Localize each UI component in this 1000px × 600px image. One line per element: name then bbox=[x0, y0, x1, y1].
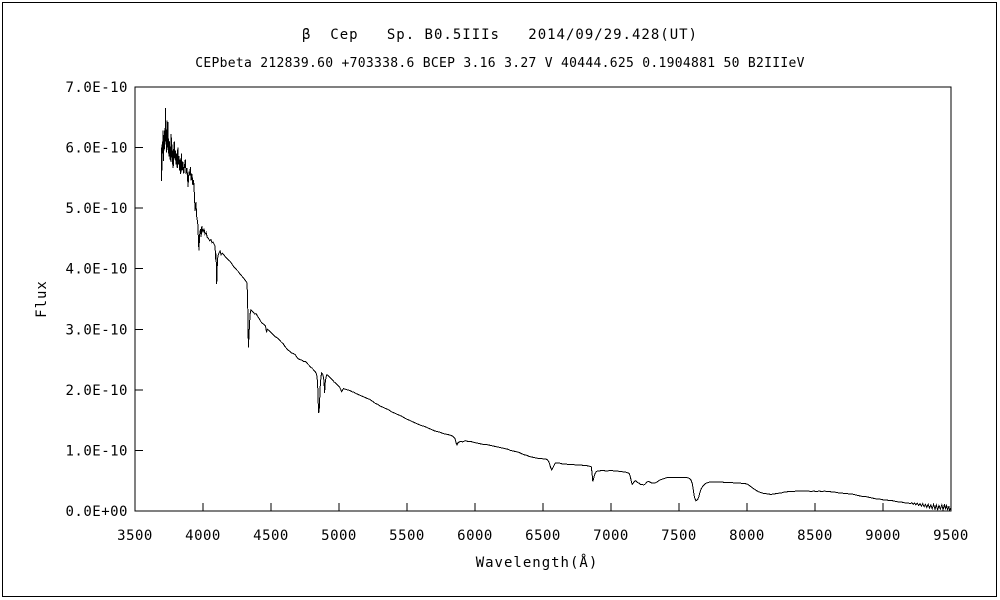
y-tick-label: 4.0E-10 bbox=[65, 262, 128, 278]
y-axis-title: Flux bbox=[34, 280, 50, 318]
x-tick-label: 7500 bbox=[661, 528, 697, 544]
x-tick-label: 4000 bbox=[185, 528, 221, 544]
y-tick-label: 2.0E-10 bbox=[65, 383, 128, 399]
chart-subtitle: CEPbeta 212839.60 +703338.6 BCEP 3.16 3.… bbox=[195, 56, 805, 71]
y-tick-label: 3.0E-10 bbox=[65, 322, 128, 338]
x-tick-label: 9500 bbox=[933, 528, 969, 544]
plot-frame bbox=[134, 86, 952, 512]
x-tick-label: 7000 bbox=[593, 528, 629, 544]
x-tick-label: 6500 bbox=[525, 528, 561, 544]
x-tick-label: 8500 bbox=[797, 528, 833, 544]
x-tick-label: 5500 bbox=[389, 528, 425, 544]
y-tick-label: 6.0E-10 bbox=[65, 141, 128, 157]
x-tick-label: 3500 bbox=[117, 528, 153, 544]
y-tick-label: 7.0E-10 bbox=[65, 80, 128, 96]
y-tick-label: 0.0E+00 bbox=[65, 504, 128, 520]
x-tick-label: 6000 bbox=[457, 528, 493, 544]
x-tick-label: 4500 bbox=[253, 528, 289, 544]
x-axis-title: Wavelength(Å) bbox=[476, 554, 599, 571]
x-tick-label: 9000 bbox=[865, 528, 901, 544]
chart-title: β Cep Sp. B0.5IIIs 2014/09/29.428(UT) bbox=[301, 27, 698, 43]
x-tick-label: 8000 bbox=[729, 528, 765, 544]
y-tick-label: 5.0E-10 bbox=[65, 201, 128, 217]
y-tick-label: 1.0E-10 bbox=[65, 443, 128, 459]
spectrum-line bbox=[160, 108, 951, 513]
x-tick-label: 5000 bbox=[321, 528, 357, 544]
